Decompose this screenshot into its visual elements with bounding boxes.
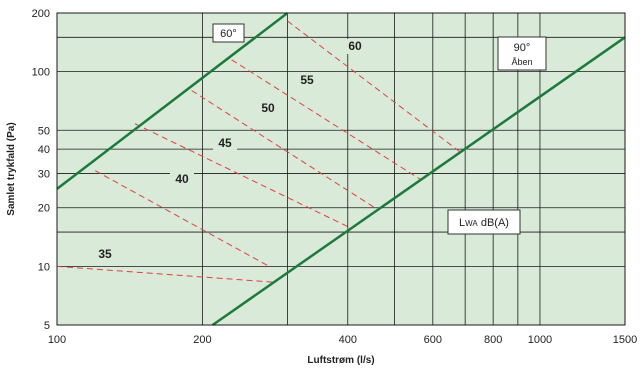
damper-90-label: 90° <box>514 42 531 54</box>
x-tick-label: 1000 <box>528 334 552 346</box>
sound-level-label: 40 <box>175 172 189 186</box>
y-tick-label: 10 <box>38 261 50 273</box>
damper-line <box>56 12 289 190</box>
sound-level-line <box>191 90 376 209</box>
sound-level-line <box>95 170 270 267</box>
damper-60-label-box <box>212 23 245 43</box>
damper-60-label: 60° <box>220 28 237 40</box>
y-tick-label: 40 <box>38 144 50 156</box>
sound-level-label: 35 <box>98 247 112 261</box>
sound-level-line <box>231 59 421 180</box>
level-label-bg <box>213 136 237 151</box>
sound-level-label: 45 <box>218 136 232 150</box>
y-tick-label: 30 <box>38 168 50 180</box>
sound-level-line <box>287 20 463 154</box>
legend-label: LWA dB(A) <box>459 217 509 229</box>
x-tick-label: 400 <box>339 334 357 346</box>
sound-level-label: 60 <box>348 39 362 53</box>
sound-level-lines <box>56 20 463 283</box>
level-label-bg <box>343 39 367 54</box>
y-tick-label: 5 <box>44 320 50 332</box>
y-tick-label: 200 <box>32 8 50 20</box>
level-label-bg <box>256 101 280 116</box>
y-tick-labels: 5 10 20 30 40 50 100 200 <box>32 8 50 332</box>
level-label-bg <box>170 172 194 187</box>
level-label-bg <box>93 247 117 262</box>
damper-lines <box>56 12 626 327</box>
legend-box <box>447 209 521 235</box>
x-tick-labels: 100 200 400 600 800 1000 1500 <box>48 334 637 346</box>
y-tick-label: 100 <box>32 67 50 79</box>
damper-90-label-box <box>497 36 547 71</box>
damper-line <box>211 36 626 327</box>
chart-annotations: 35 40 45 50 55 60 60° 90° Åben LWA dB(A) <box>93 23 547 262</box>
x-tick-label: 100 <box>48 334 66 346</box>
y-tick-label: 50 <box>38 125 50 137</box>
x-tick-label: 600 <box>424 334 442 346</box>
sound-level-label: 55 <box>300 73 314 87</box>
x-tick-label: 200 <box>193 334 211 346</box>
sound-level-label: 50 <box>261 101 275 115</box>
y-tick-label: 20 <box>38 203 50 215</box>
plot-frame <box>56 12 626 326</box>
sound-level-line <box>56 265 273 283</box>
level-label-bg <box>295 73 319 88</box>
x-axis-title: Luftstrøm (l/s) <box>307 355 374 366</box>
damper-90-sublabel: Åben <box>511 57 532 67</box>
x-tick-label: 1500 <box>613 334 637 346</box>
x-tick-label: 800 <box>484 334 502 346</box>
y-axis-title: Samlet trykfald (Pa) <box>6 122 17 215</box>
